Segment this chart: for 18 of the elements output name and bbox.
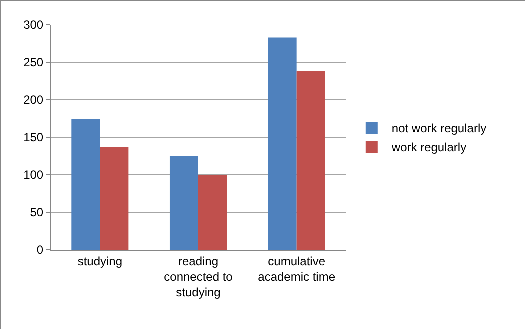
bar — [296, 72, 326, 250]
y-tick-label: 300 — [24, 18, 44, 32]
x-tick-label: studying — [78, 254, 123, 268]
bar — [72, 120, 100, 250]
x-tick-label: cumulative academic time — [258, 254, 336, 284]
legend-label: work regularly — [390, 140, 467, 155]
bar — [268, 38, 297, 250]
y-tick-label: 200 — [24, 93, 44, 108]
y-tick-label: 50 — [30, 206, 44, 220]
bar — [170, 156, 198, 250]
bar — [100, 147, 129, 250]
y-tick-label: 0 — [36, 243, 44, 258]
y-tick-label: 150 — [24, 130, 44, 145]
x-tick-label: reading connected to studying — [164, 254, 234, 300]
y-tick-label: 100 — [24, 168, 44, 182]
y-tick-label: 250 — [24, 56, 44, 70]
bar — [198, 175, 228, 250]
legend-label: not work regularly — [392, 122, 487, 136]
